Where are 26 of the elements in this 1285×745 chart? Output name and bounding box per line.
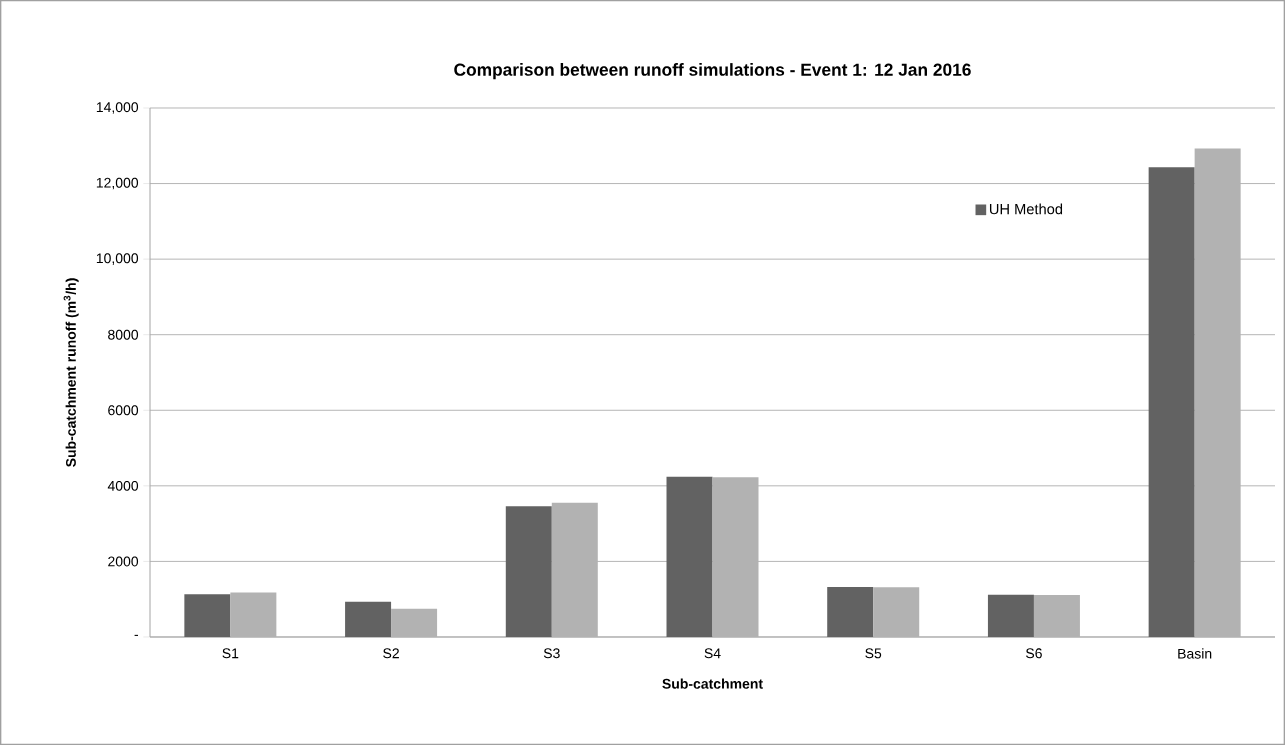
y-axis-title: Sub-catchment runoff (m$^{3}$/h)	[63, 278, 79, 467]
bar	[345, 601, 392, 637]
x-axis-title: Sub-catchment	[662, 678, 763, 689]
y-tick-label: 4000	[107, 480, 139, 491]
bar	[184, 594, 231, 637]
x-tick-label: S6	[1026, 648, 1042, 659]
y-tick-label: -	[134, 634, 138, 636]
chart-title: Comparison between runoff simulations - Event 1: 12 Jan 2016	[454, 63, 971, 80]
x-tick-label: S2	[383, 648, 399, 659]
y-tick-label: 12,000	[96, 177, 139, 190]
x-tick-label: S3	[543, 648, 560, 659]
x-tick-label: Basin	[1178, 648, 1212, 659]
bar	[987, 594, 1034, 637]
bar	[1148, 167, 1195, 637]
x-tick-label: S1	[222, 648, 239, 659]
legend-label: UH Method	[989, 203, 1063, 215]
x-tick-label: S5	[865, 648, 882, 659]
y-tick-label: 2000	[108, 556, 139, 567]
y-tick-label: 14,000	[96, 102, 139, 114]
bar	[827, 587, 874, 637]
bar	[505, 506, 552, 637]
bar	[666, 476, 713, 637]
y-tick-label: 8000	[108, 329, 139, 340]
y-tick-label: 10,000	[96, 253, 139, 265]
x-tick-label: S4	[704, 648, 721, 659]
y-tick-label: 6000	[108, 405, 139, 416]
